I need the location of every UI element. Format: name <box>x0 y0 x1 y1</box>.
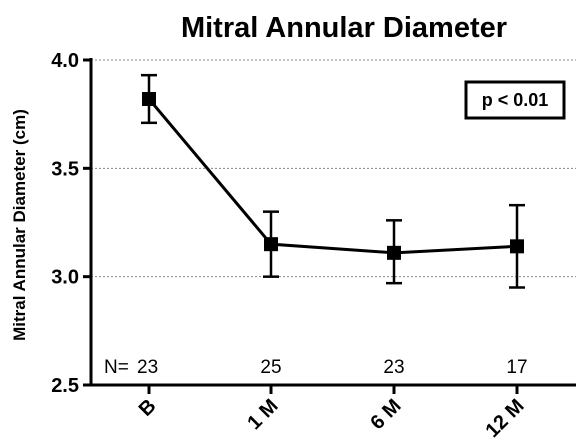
data-point <box>387 245 401 260</box>
p-value-frame <box>464 80 566 120</box>
x-tick-label: B <box>135 395 161 421</box>
p-value-box: p < 0.01 <box>464 80 566 120</box>
y-ticks: 2.5 3.0 3.5 4.0 <box>51 50 91 397</box>
x-tick-label: 6 M <box>366 395 405 434</box>
chart-title: Mitral Annular Diameter <box>181 12 507 44</box>
series <box>141 73 525 289</box>
data-point <box>510 239 524 254</box>
n-prefix: N= <box>104 357 129 378</box>
p-value-text: p < 0.01 <box>482 90 549 110</box>
y-tick-label: 3.5 <box>51 158 79 180</box>
series-line <box>147 98 518 255</box>
n-value: 17 <box>506 357 527 378</box>
n-value: 25 <box>260 357 281 378</box>
axes <box>83 58 576 387</box>
gridlines <box>91 59 576 278</box>
x-tick-label: 1 M <box>243 395 282 434</box>
y-tick-label: 4.0 <box>51 50 79 72</box>
y-tick-label: 2.5 <box>51 375 79 397</box>
n-row: N= 23 25 23 17 <box>104 357 528 378</box>
n-value: 23 <box>137 357 158 378</box>
data-point <box>142 92 156 106</box>
n-value: 23 <box>383 357 404 378</box>
y-axis-label: Mitral Annular Diameter (cm) <box>10 109 29 341</box>
y-tick-label: 3.0 <box>51 267 79 289</box>
x-ticks: B 1 M 6 M 12 M <box>135 385 529 442</box>
data-point <box>264 237 278 252</box>
x-tick-label: 12 M <box>482 395 529 442</box>
